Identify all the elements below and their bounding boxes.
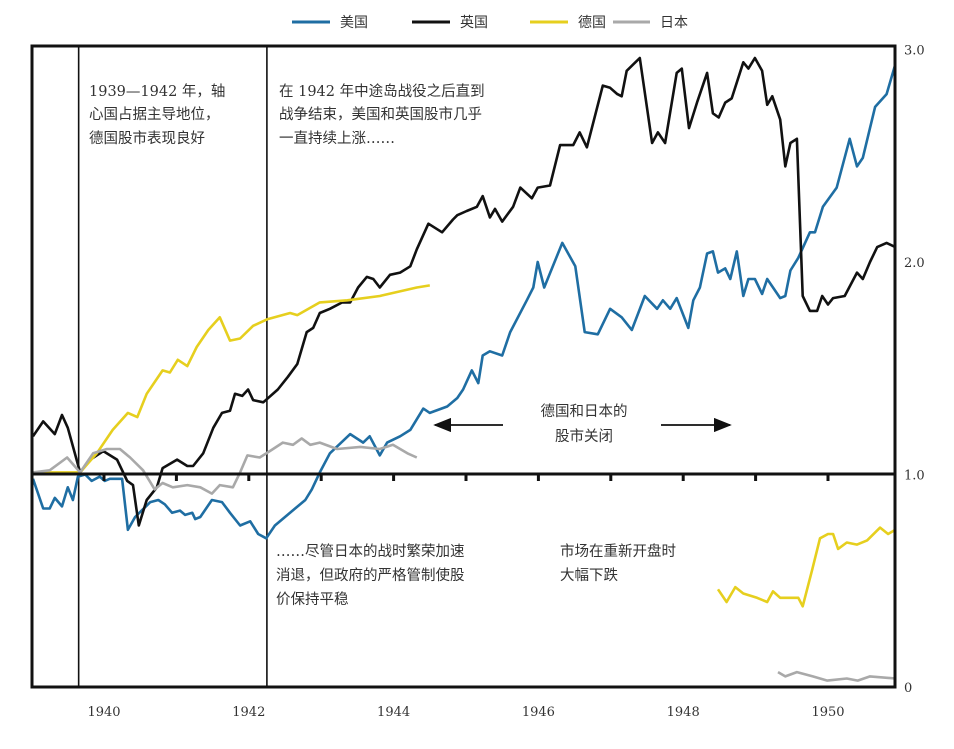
series-line-japan bbox=[777, 670, 896, 682]
series-line-japan bbox=[32, 437, 418, 495]
y-axis-labels: 3.0 2.0 1.0 0 bbox=[904, 44, 925, 697]
series-layer bbox=[31, 56, 897, 682]
annotation-line: 战争结束，美国和英国股市几乎 bbox=[279, 105, 482, 123]
annotation-line: 一直持续上涨…… bbox=[279, 130, 395, 147]
y-tick-label: 0 bbox=[904, 681, 912, 696]
x-axis-ticks bbox=[102, 474, 830, 481]
legend-item-germany: 德国 bbox=[530, 15, 606, 31]
legend-label-germany: 德国 bbox=[578, 15, 606, 31]
x-tick-label: 1946 bbox=[522, 705, 555, 720]
annotation-line: 大幅下跌 bbox=[560, 567, 618, 584]
y-tick-label: 2.0 bbox=[904, 256, 925, 271]
legend-label-uk: 英国 bbox=[460, 14, 488, 31]
legend-item-uk: 英国 bbox=[412, 14, 488, 31]
annotation-line: 德国股市表现良好 bbox=[89, 130, 205, 147]
annotation-line: 1939—1942 年，轴 bbox=[89, 83, 225, 100]
x-tick-label: 1942 bbox=[232, 705, 265, 720]
reference-lines bbox=[77, 46, 268, 687]
x-tick-label: 1948 bbox=[667, 705, 700, 720]
annotation-midway: 在 1942 年中途岛战役之后直到 战争结束，美国和英国股市几乎 一直持续上涨…… bbox=[279, 83, 485, 147]
x-tick-label: 1950 bbox=[811, 705, 844, 720]
annotation-markets-closed: 德国和日本的 股市关闭 bbox=[433, 403, 732, 445]
annotation-line: ……尽管日本的战时繁荣加速 bbox=[276, 543, 465, 560]
legend-label-japan: 日本 bbox=[660, 15, 688, 31]
legend: 美国 英国 德国 日本 bbox=[292, 14, 688, 31]
legend-item-us: 美国 bbox=[292, 15, 368, 31]
series-line-us bbox=[31, 64, 897, 540]
x-axis-labels: 1940 1942 1944 1946 1948 1950 bbox=[87, 705, 844, 720]
series-line-germany bbox=[33, 284, 431, 474]
annotation-line: 价保持平稳 bbox=[276, 591, 349, 608]
legend-item-japan: 日本 bbox=[613, 15, 688, 31]
annotation-line: 德国和日本的 bbox=[541, 403, 628, 420]
annotation-line: 在 1942 年中途岛战役之后直到 bbox=[279, 83, 485, 100]
y-tick-label: 3.0 bbox=[904, 44, 925, 59]
annotation-line: 股市关闭 bbox=[555, 428, 613, 445]
series-line-germany bbox=[716, 526, 896, 608]
annotation-line: 心国占据主导地位， bbox=[89, 106, 220, 123]
series-line-uk bbox=[31, 56, 896, 527]
x-tick-label: 1940 bbox=[87, 705, 120, 720]
annotation-line: 消退，但政府的严格管制使股 bbox=[276, 567, 465, 584]
annotation-axis-dominance: 1939—1942 年，轴 心国占据主导地位， 德国股市表现良好 bbox=[89, 83, 225, 147]
annotation-reopen: 市场在重新开盘时 大幅下跌 bbox=[560, 542, 676, 584]
y-tick-label: 1.0 bbox=[904, 469, 925, 484]
x-tick-label: 1944 bbox=[377, 705, 410, 720]
annotation-japan: ……尽管日本的战时繁荣加速 消退，但政府的严格管制使股 价保持平稳 bbox=[276, 543, 465, 608]
legend-label-us: 美国 bbox=[340, 15, 368, 31]
annotation-line: 市场在重新开盘时 bbox=[560, 542, 676, 560]
plot-frame bbox=[30, 44, 897, 689]
